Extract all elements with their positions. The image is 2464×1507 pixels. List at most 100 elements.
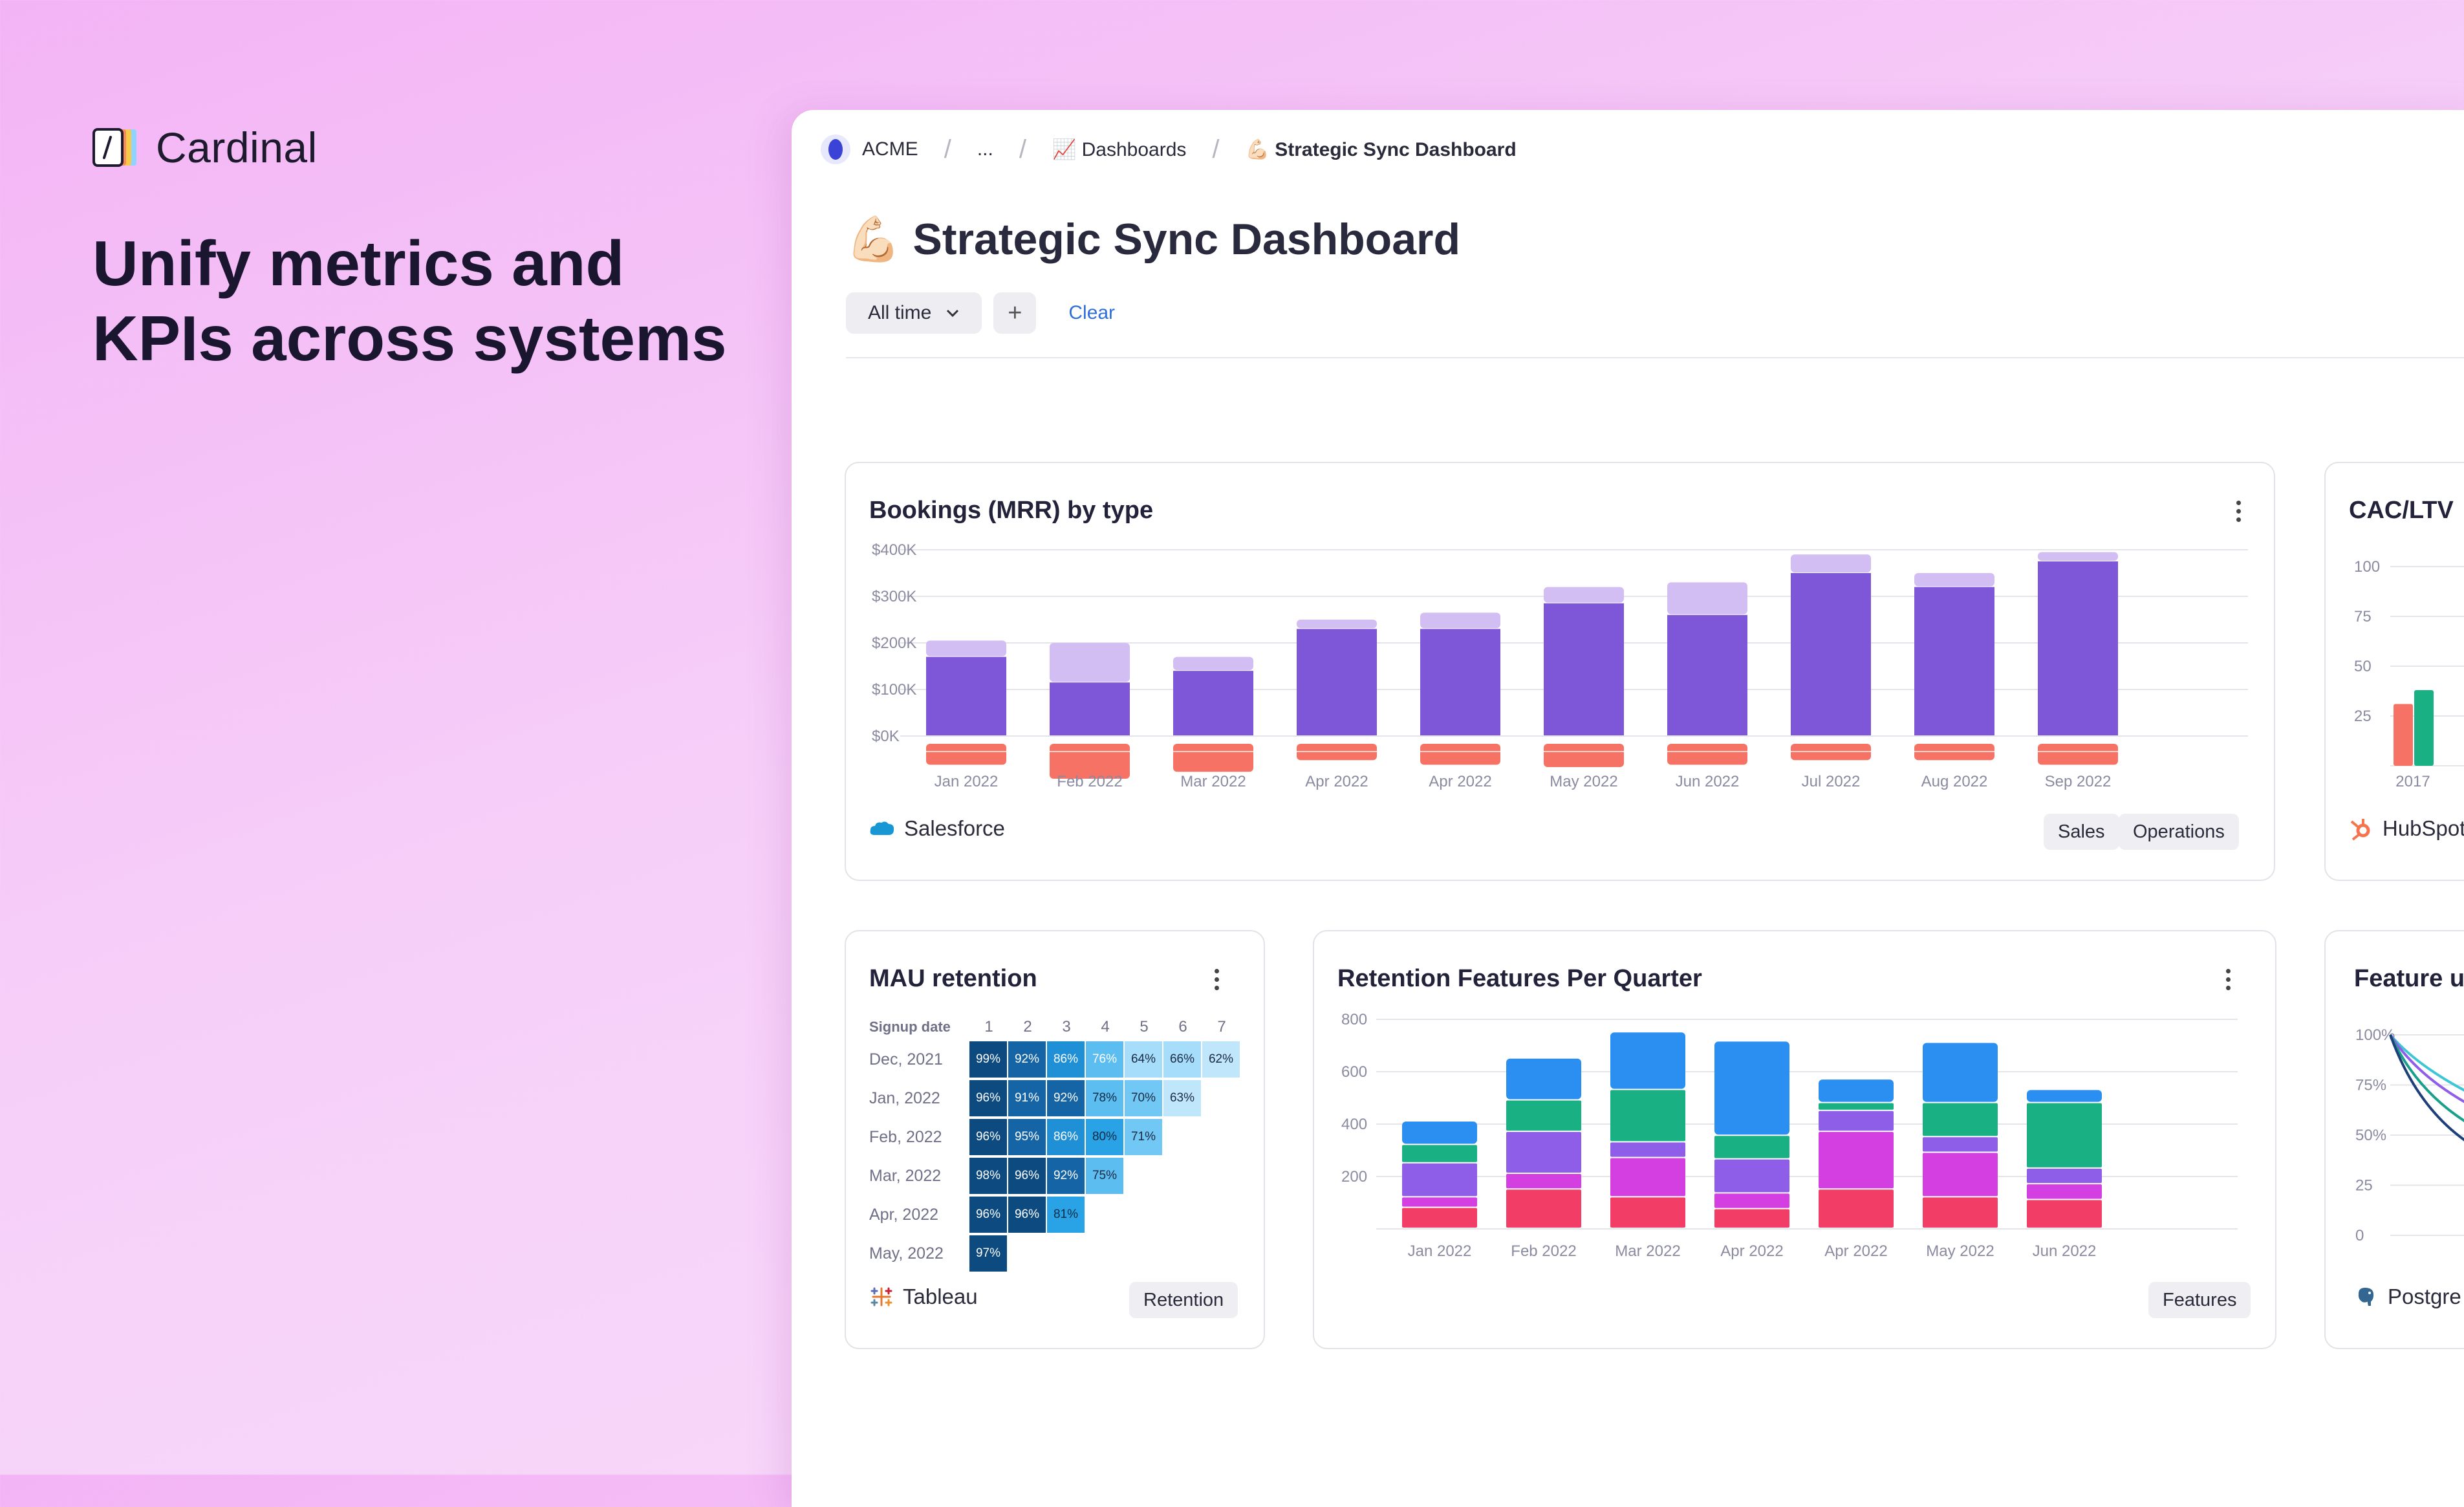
- heatmap-cell: 99%: [969, 1041, 1007, 1078]
- bar-segment: [1714, 1193, 1789, 1208]
- more-options-icon[interactable]: [1215, 969, 1220, 994]
- x-tick-label: Jun 2022: [2033, 1242, 2097, 1260]
- x-tick-label: Mar 2022: [1615, 1242, 1680, 1260]
- bar-segment: [1050, 643, 1130, 682]
- bar-segment: [1402, 1208, 1477, 1228]
- heatmap-row-label: Apr, 2022: [869, 1205, 939, 1224]
- heatmap-cell: 63%: [1163, 1080, 1201, 1116]
- bar-segment: [1506, 1173, 1581, 1189]
- y-tick-label: 25: [2354, 708, 2372, 725]
- source-label: Salesforce: [904, 816, 1005, 840]
- y-tick-label: $200K: [872, 634, 916, 652]
- heatmap-cell: 96%: [1008, 1158, 1046, 1194]
- y-tick-label: $300K: [872, 588, 916, 605]
- breadcrumb: ACME / ... / 📈 Dashboards / 💪🏻 Strategic…: [821, 135, 1517, 164]
- heatmap-row-label: Jan, 2022: [869, 1089, 940, 1107]
- tag-retention[interactable]: Retention: [1129, 1282, 1238, 1318]
- more-options-icon[interactable]: [2236, 501, 2242, 526]
- y-tick-label: 600: [1341, 1063, 1367, 1081]
- bar-segment: [1610, 1158, 1685, 1197]
- heatmap-row-label: Mar, 2022: [869, 1166, 942, 1185]
- breadcrumb-separator: /: [1212, 135, 1220, 164]
- bar-segment: [1050, 682, 1130, 735]
- bar-segment: [926, 656, 1006, 735]
- retention-features-card: Retention Features Per Quarter 200 400 600…: [1313, 930, 2276, 1349]
- heatmap-cell: 92%: [1047, 1158, 1085, 1194]
- bar-segment: [2027, 1103, 2102, 1167]
- source-label: Tableau: [903, 1285, 978, 1308]
- x-tick-label: Jul 2022: [1802, 773, 1861, 790]
- heatmap-row-label: May, 2022: [869, 1244, 944, 1263]
- bar-segment: [1667, 614, 1747, 735]
- bar-segment: [1506, 1100, 1581, 1131]
- heatmap-cell: 96%: [1008, 1197, 1046, 1233]
- breadcrumb-org[interactable]: ACME: [862, 138, 918, 160]
- bar-segment: [1791, 554, 1871, 572]
- bar-segment: [1402, 1163, 1477, 1197]
- y-tick-label: 50%: [2355, 1127, 2386, 1144]
- bar-segment: [1714, 1159, 1789, 1193]
- card-title: Bookings (MRR) by type: [869, 497, 1154, 524]
- bar-segment: [1923, 1197, 1998, 1228]
- header-divider: [846, 357, 2464, 358]
- heatmap-row-label: Dec, 2021: [869, 1050, 943, 1068]
- card-title: MAU retention: [869, 965, 1037, 992]
- tag-operations[interactable]: Operations: [2119, 814, 2239, 850]
- cardinal-logo-icon: [92, 128, 139, 167]
- bar-segment: [1402, 1197, 1477, 1207]
- heatmap-column-header: 4: [1101, 1018, 1110, 1035]
- y-tick-label: 400: [1341, 1116, 1367, 1133]
- bar-segment: [1714, 1041, 1789, 1135]
- bar-segment-negative: [1050, 744, 1130, 779]
- x-tick-label: 2017: [2395, 773, 2430, 790]
- x-tick-label: Mar 2022: [1180, 773, 1246, 790]
- org-avatar-icon[interactable]: [821, 135, 850, 164]
- tag-sales[interactable]: Sales: [2044, 814, 2119, 850]
- bar-segment: [2027, 1168, 2102, 1184]
- source-label: Postgre: [2388, 1285, 2461, 1308]
- bar-segment: [2038, 561, 2118, 735]
- bar-segment: [1714, 1136, 1789, 1158]
- heatmap-cell: 76%: [1086, 1041, 1123, 1078]
- app-window: ACME / ... / 📈 Dashboards / 💪🏻 Strategic…: [792, 110, 2464, 1507]
- y-tick-label: 25: [2355, 1177, 2373, 1195]
- heatmap-cell: 98%: [969, 1158, 1007, 1194]
- brand-name: Cardinal: [156, 124, 318, 171]
- x-tick-label: Apr 2022: [1305, 773, 1368, 790]
- chevron-down-icon: [947, 309, 959, 318]
- tag-features[interactable]: Features: [2148, 1282, 2251, 1318]
- heatmap-cell: 91%: [1008, 1080, 1046, 1116]
- heatmap-cell: 78%: [1086, 1080, 1123, 1116]
- hero-line-2: KPIs across systems: [92, 302, 727, 374]
- add-filter-button[interactable]: +: [993, 292, 1037, 334]
- series-line: [2389, 1034, 2464, 1092]
- breadcrumb-ellipsis[interactable]: ...: [977, 138, 993, 160]
- heatmap-cell: 96%: [969, 1080, 1007, 1116]
- y-tick-label: 100: [2354, 558, 2380, 576]
- y-tick-label: 50: [2354, 658, 2372, 675]
- heatmap-row-label: Feb, 2022: [869, 1127, 942, 1146]
- heatmap-row: Apr, 2022 96% 96% 81%: [869, 1195, 1241, 1234]
- mau-retention-card: MAU retention Signup date 1 2 3 4 5 6 7 Dec, 202…: [845, 930, 1265, 1349]
- more-options-icon[interactable]: [2226, 969, 2231, 994]
- bookings-card: Bookings (MRR) by type $0K $100K $200K $300…: [845, 462, 2275, 881]
- cac-ltv-card: CAC/LTV 25507510020172018 HubSpot: [2324, 462, 2464, 881]
- bar-segment-negative: [2038, 744, 2118, 765]
- hero-headline: Unify metrics and KPIs across systems: [92, 226, 772, 376]
- bar-segment: [1402, 1145, 1477, 1162]
- heatmap-cell: 95%: [1008, 1119, 1046, 1155]
- breadcrumb-dashboards[interactable]: 📈 Dashboards: [1052, 138, 1187, 160]
- x-tick-label: Feb 2022: [1057, 773, 1122, 790]
- series-line: [2389, 1034, 2464, 1103]
- clear-filters-button[interactable]: Clear: [1068, 302, 1116, 323]
- bar-segment: [1420, 613, 1500, 629]
- x-tick-label: May 2022: [1550, 773, 1617, 790]
- y-tick-label: 75: [2354, 608, 2372, 625]
- bar-segment: [1173, 656, 1253, 671]
- time-range-dropdown[interactable]: All time: [846, 292, 982, 334]
- heatmap-header: Signup date 1 2 3 4 5 6 7: [869, 1014, 1241, 1040]
- bar-segment: [1714, 1209, 1789, 1228]
- heatmap-column-header: 2: [1023, 1018, 1032, 1035]
- bar-segment: [1923, 1153, 1998, 1197]
- bar-segment: [1544, 587, 1624, 603]
